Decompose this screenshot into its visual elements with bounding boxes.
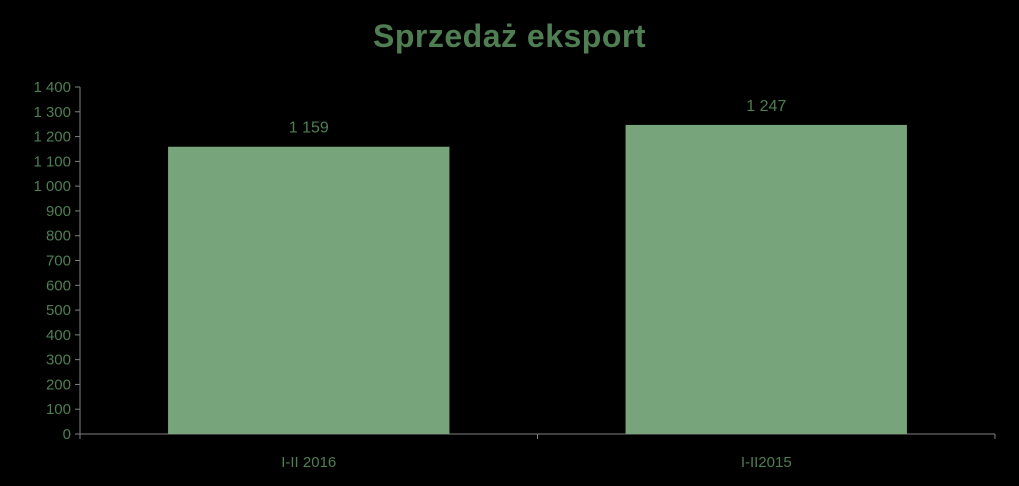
y-tick-label: 900 <box>46 203 71 220</box>
category-labels: I-II 2016 I-II2015 <box>281 454 791 471</box>
y-tick-label: 400 <box>46 327 71 344</box>
y-tick-label: 700 <box>46 253 71 270</box>
category-label-2: I-II2015 <box>741 454 792 471</box>
y-tick-label: 1 400 <box>33 79 71 96</box>
y-tick-label: 1 300 <box>33 104 71 121</box>
y-tick-label: 1 100 <box>33 153 71 170</box>
y-tick-label: 1 000 <box>33 178 71 195</box>
y-tick-label: 100 <box>46 401 71 418</box>
category-label-1: I-II 2016 <box>281 454 336 471</box>
bar-1 <box>168 146 450 434</box>
y-tick-label: 300 <box>46 352 71 369</box>
y-tick-label: 1 200 <box>33 129 71 146</box>
y-axis-ticks: 0 100 200 300 400 500 600 700 800 900 1 000 1 100 1 … <box>33 79 80 443</box>
data-label-2: 1 247 <box>746 98 786 115</box>
y-tick-label: 500 <box>46 302 71 319</box>
y-tick-label: 200 <box>46 376 71 393</box>
y-tick-label: 0 <box>63 426 71 443</box>
y-tick-label: 600 <box>46 277 71 294</box>
bars <box>168 124 907 434</box>
data-label-1: 1 159 <box>289 120 329 137</box>
data-labels: 1 159 1 247 <box>289 98 787 137</box>
y-tick-label: 800 <box>46 228 71 245</box>
chart-title: Sprzedaż eksport <box>373 18 646 54</box>
bar-2 <box>625 124 907 434</box>
